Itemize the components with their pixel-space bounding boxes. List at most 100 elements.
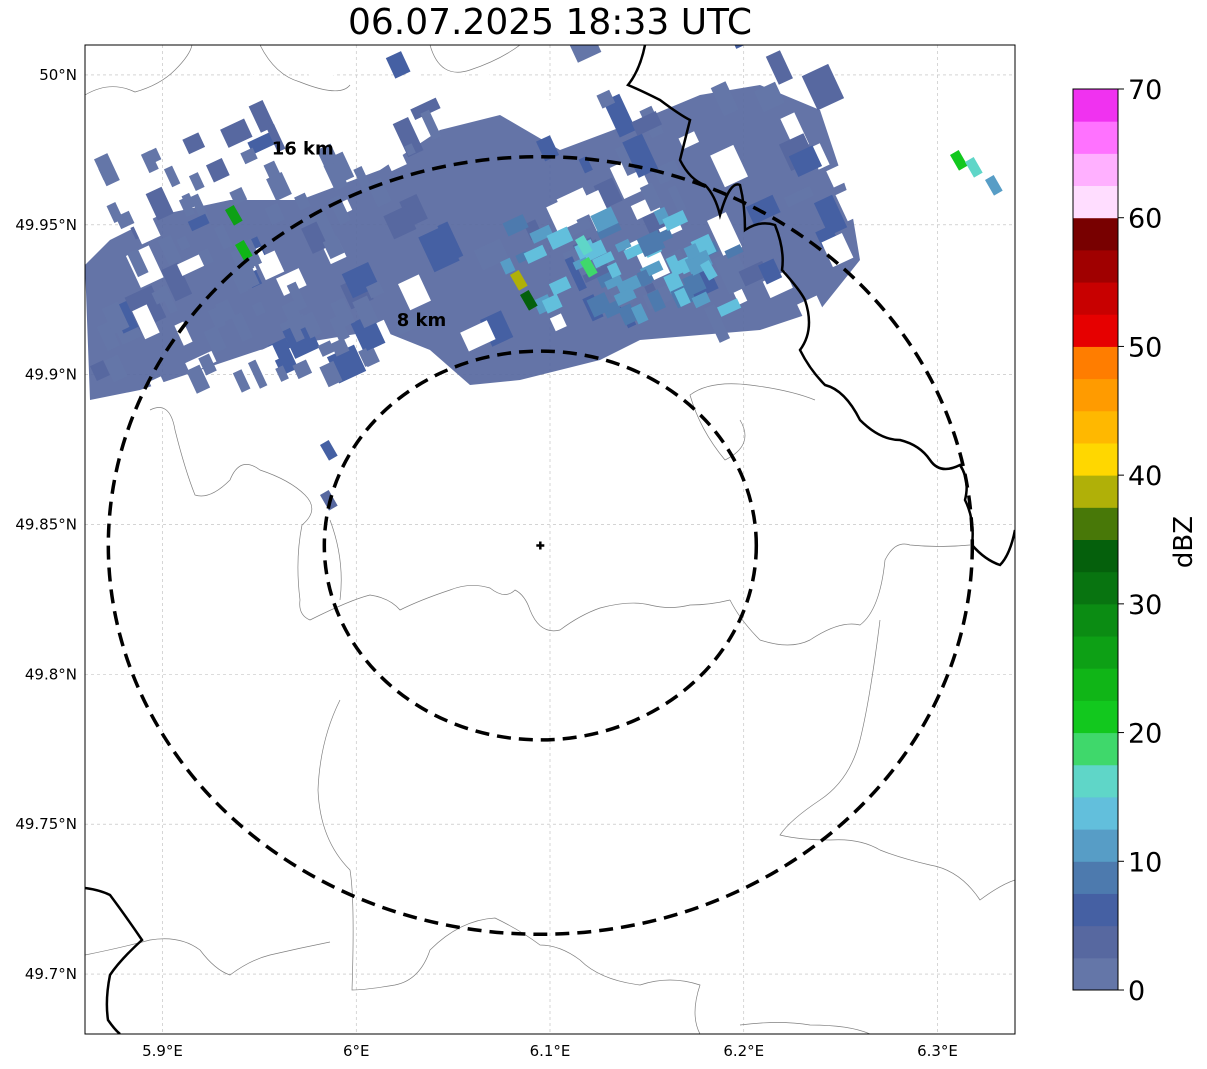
lon-tick-label: 6.3°E	[917, 1042, 958, 1060]
echo-cell-notable	[225, 205, 243, 226]
colorbar-frame	[1072, 88, 1119, 991]
colorbar-block	[1073, 893, 1118, 927]
echo-gap	[707, 212, 743, 256]
colorbar-block	[1073, 185, 1118, 219]
echo-cell-strong	[662, 209, 689, 231]
echo-cell-strong	[529, 224, 554, 244]
echo-cell	[765, 50, 793, 85]
map-frame	[84, 44, 1016, 1035]
echo-cell	[140, 150, 159, 174]
echo-cell	[158, 284, 178, 314]
echo-cell	[353, 166, 373, 193]
lon-tick-label: 6°E	[343, 1042, 370, 1060]
echo-cell	[163, 165, 181, 188]
echo-cell	[275, 365, 289, 382]
echo-cell	[813, 194, 848, 236]
echo-cell	[754, 81, 785, 113]
echo-cell	[329, 314, 350, 342]
echo-cell	[161, 262, 193, 302]
echo-gap	[838, 126, 870, 162]
thin-border-north	[85, 45, 521, 96]
echo-cell	[366, 177, 392, 208]
echo-cell	[127, 248, 149, 278]
colorbar-block	[1073, 378, 1118, 412]
echo-gap	[276, 268, 307, 296]
echo-cell	[197, 248, 214, 266]
colorbar-block	[1073, 121, 1118, 154]
echo-gap	[826, 161, 855, 188]
echo-cell	[240, 147, 258, 165]
echo-cell	[473, 238, 510, 271]
echo-cell	[404, 143, 416, 156]
echo-cell	[203, 325, 227, 354]
echo-cell-strong	[686, 255, 706, 276]
echo-cell	[316, 143, 339, 168]
colorbar-tick-label: 70	[1128, 75, 1162, 106]
echo-gap	[835, 187, 864, 222]
echo-cell	[300, 311, 323, 339]
echo-cell	[198, 353, 217, 376]
thick-border-southwest	[85, 886, 144, 1034]
echo-cell-strong	[604, 274, 624, 290]
colorbar-block	[1073, 475, 1118, 508]
echo-cell	[176, 235, 191, 251]
echo-gap	[710, 144, 749, 188]
colorbar-block	[1073, 571, 1118, 605]
echo-cell-strong	[665, 254, 684, 277]
range-ring-label: 16 km	[272, 139, 334, 160]
echo-cell	[281, 300, 307, 333]
echo-cell	[783, 185, 815, 208]
echo-cell	[399, 193, 428, 227]
echo-cell	[90, 360, 110, 382]
colorbar-block	[1073, 957, 1118, 991]
echo-cell-strong	[616, 274, 642, 296]
echo-cell	[801, 63, 845, 111]
range-ring-label: 8 km	[397, 310, 447, 331]
echo-cell	[420, 109, 442, 141]
echo-cell-notable	[575, 235, 593, 256]
colorbar-block	[1073, 668, 1118, 701]
echo-cell-notable	[320, 440, 338, 461]
colorbar-block	[1073, 603, 1118, 637]
colorbar-block	[1073, 217, 1118, 251]
echo-cell	[231, 312, 253, 342]
range-rings	[106, 154, 975, 937]
echo-cell-notable	[949, 150, 968, 171]
echo-cell	[292, 359, 313, 380]
colorbar-block	[1073, 700, 1118, 734]
echo-cell	[145, 186, 174, 221]
echo-cell-strong	[606, 262, 622, 279]
echo-cell	[703, 303, 731, 343]
colorbar-blocks	[1073, 89, 1118, 991]
echo-cell	[330, 337, 350, 357]
lat-tick-label: 49.95°N	[15, 216, 77, 234]
echo-cell	[639, 182, 663, 212]
echo-cell	[710, 81, 739, 117]
colorbar-tick-label: 60	[1128, 204, 1162, 235]
echo-gap	[240, 73, 269, 106]
echo-cell	[667, 185, 687, 213]
echo-cell-strong	[630, 303, 649, 325]
echo-cell-strong	[724, 244, 744, 259]
colorbar-block	[1073, 282, 1118, 315]
echo-gap	[307, 61, 338, 85]
echo-cell	[294, 192, 311, 211]
echo-cell	[232, 369, 251, 393]
echo-cell-strong	[617, 303, 638, 326]
echo-cell	[758, 258, 783, 285]
echo-cell	[157, 234, 182, 266]
lat-tick-label: 50°N	[39, 66, 77, 84]
echo-cell-strong	[613, 287, 637, 307]
echo-cell	[205, 158, 230, 183]
colorbar-block	[1073, 249, 1118, 283]
echo-cell-strong	[523, 244, 548, 264]
echo-gap	[182, 101, 203, 129]
colorbar-tick-label: 20	[1128, 719, 1162, 750]
echo-cell	[230, 246, 255, 275]
lon-tick-label: 6.1°E	[530, 1042, 571, 1060]
echo-gap	[762, 271, 793, 299]
echo-cell	[182, 132, 206, 155]
echo-cell-notable	[965, 157, 983, 178]
echo-cell-strong	[682, 271, 707, 297]
